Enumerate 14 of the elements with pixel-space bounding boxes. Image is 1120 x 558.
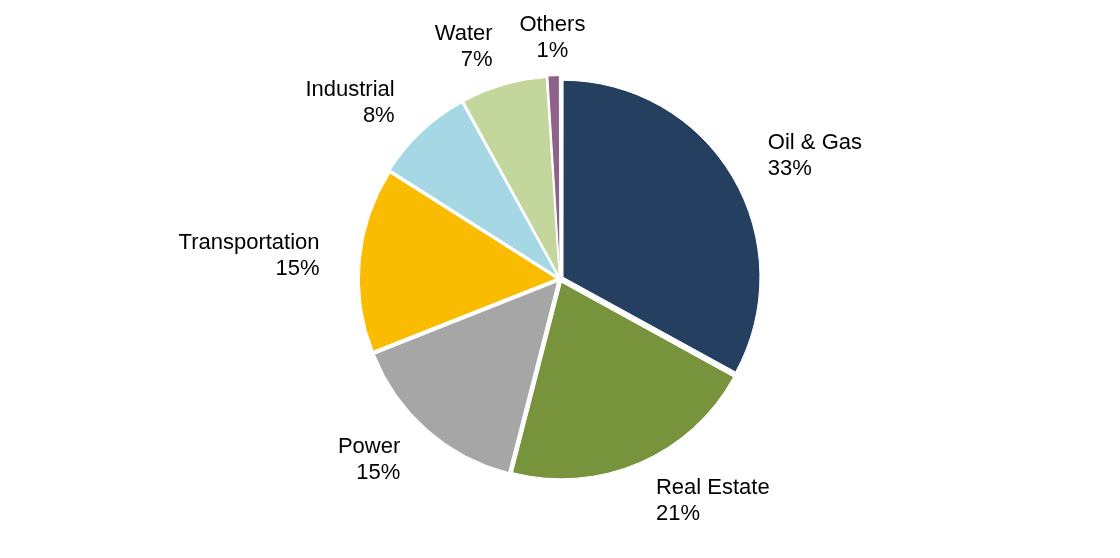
data-label: 1% [536, 36, 569, 62]
data-label: 15% [275, 255, 320, 281]
slice-label: Water [434, 20, 493, 46]
data-label: 15% [356, 459, 401, 485]
slice-label: Oil & Gas [767, 129, 863, 155]
data-label: 8% [362, 102, 395, 128]
slice-label: Power [337, 433, 401, 459]
slice-label: Transportation [178, 229, 320, 255]
data-label: 21% [655, 499, 700, 525]
slice-label: Industrial [305, 76, 395, 102]
data-label: 33% [767, 155, 812, 181]
slice-label: Real Estate [655, 473, 770, 499]
data-label: 7% [460, 46, 493, 72]
slice-label: Others [519, 10, 586, 36]
